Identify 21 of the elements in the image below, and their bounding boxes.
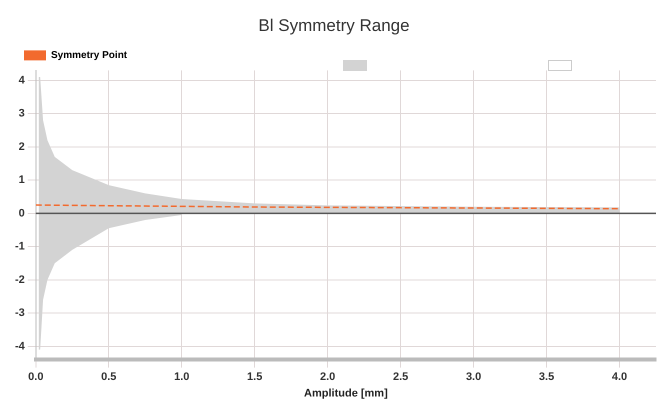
legend-label: Symmetry Point [51,50,128,62]
x-tick-label: 1.5 [247,371,262,384]
y-tick-label: 0 [18,207,25,220]
x-axis-title: Amplitude [mm] [304,387,388,400]
y-tick-label: -3 [15,307,25,320]
x-tick-label: 3.5 [538,371,554,384]
y-tick-label: 2 [18,140,25,153]
x-tick-label: 2.0 [320,371,336,384]
x-tick-label: 4.0 [612,371,628,384]
y-tick-label: 1 [18,174,25,186]
y-tick-label: 4 [18,74,26,86]
x-tick-label: 0.5 [101,371,116,384]
y-tick-label: 3 [18,108,25,120]
x-tick-label: 3.0 [466,371,482,384]
y-tick-label: -2 [15,274,25,286]
x-tick-label: 1.0 [174,371,190,384]
x-tick-label: 0.0 [28,371,44,384]
chart-title: Bl Symmetry Range [258,16,410,35]
x-tick-label: 2.5 [392,371,408,384]
y-tick-label: -1 [15,240,25,253]
y-tick-label: -4 [15,340,26,352]
